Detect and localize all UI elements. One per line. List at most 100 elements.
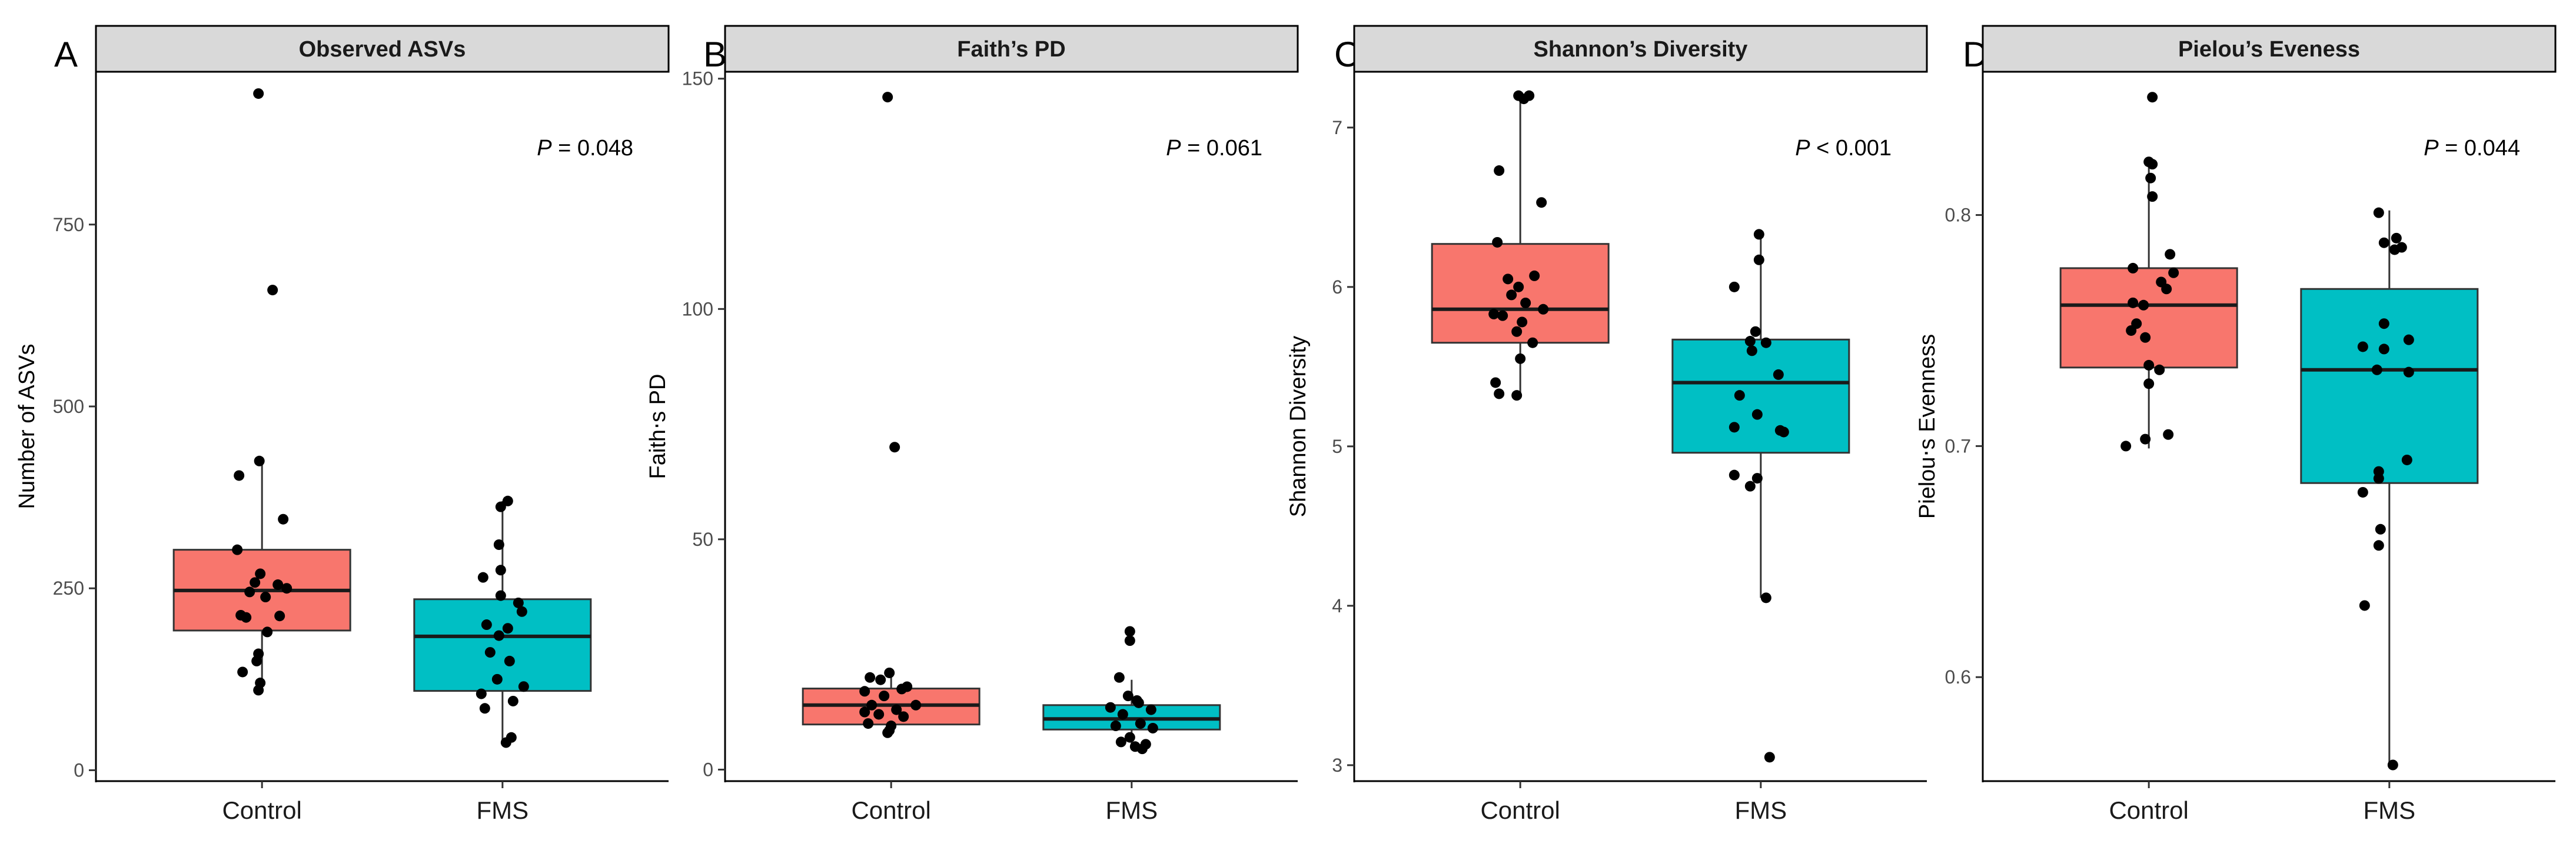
data-point [891, 704, 902, 715]
data-point [1117, 709, 1128, 720]
data-point [1122, 691, 1134, 702]
data-point [1115, 736, 1126, 748]
data-point [896, 683, 908, 695]
data-point [1760, 592, 1771, 603]
data-point [859, 706, 870, 718]
p-value-symbol: P [1795, 136, 1810, 161]
data-point [1773, 369, 1784, 380]
data-point [2387, 759, 2398, 771]
x-tick-label: Control [1480, 796, 1560, 824]
data-point [1751, 473, 1763, 484]
p-value-text: = 0.044 [2439, 136, 2520, 161]
data-point [281, 583, 292, 594]
data-point [255, 568, 266, 579]
data-point [253, 88, 264, 99]
data-point [513, 597, 524, 608]
data-point [278, 513, 289, 525]
data-point [262, 626, 273, 638]
data-point [1744, 336, 1756, 347]
data-point [1488, 308, 1500, 319]
data-point [251, 655, 262, 666]
data-point [1524, 90, 1535, 101]
data-point [2373, 473, 2384, 484]
data-point [481, 619, 492, 631]
data-point [1494, 388, 1505, 399]
data-point [1513, 281, 1524, 292]
data-point [1753, 229, 1764, 240]
data-point [2401, 454, 2412, 465]
data-point [1751, 409, 1763, 420]
p-value-text: = 0.061 [1181, 136, 1262, 161]
data-point [476, 688, 487, 699]
data-point [1750, 326, 1761, 337]
data-point [2143, 359, 2155, 371]
panel-strip [1982, 25, 2557, 73]
data-point [2403, 334, 2414, 345]
data-point [253, 685, 264, 696]
data-point [502, 495, 513, 506]
data-point [2163, 429, 2174, 440]
y-axis-title: Number of ASVs [15, 344, 39, 509]
data-point [1133, 697, 1144, 708]
data-point [2375, 523, 2386, 535]
data-point [502, 623, 513, 634]
p-value-text: < 0.001 [1810, 136, 1892, 161]
data-point [1538, 304, 1549, 315]
panel-a: A Observed ASVs 0 250 500 750 Number of ASVs Co… [15, 25, 670, 824]
data-point [495, 501, 506, 512]
y-tick-label: 0.6 [1945, 666, 1971, 688]
data-point [859, 686, 870, 697]
data-point [2359, 600, 2370, 611]
data-point [2154, 364, 2165, 375]
box-fms [2300, 288, 2479, 484]
data-point [1511, 390, 1523, 401]
data-point [2147, 191, 2158, 202]
data-point [898, 711, 909, 722]
p-value-symbol: P [537, 136, 552, 161]
data-point [1729, 469, 1740, 481]
data-point [879, 691, 890, 702]
y-tick-label: 500 [53, 396, 84, 417]
data-point [254, 455, 265, 466]
y-tick-label: 150 [682, 68, 713, 89]
data-point [2140, 433, 2151, 445]
data-point [1778, 426, 1789, 438]
data-point [234, 470, 245, 481]
data-point [244, 586, 255, 598]
p-value-text: = 0.048 [552, 136, 633, 161]
y-tick-label: 250 [53, 578, 84, 599]
p-value-symbol: P [2424, 136, 2439, 161]
data-point [2378, 318, 2389, 329]
y-tick-label: 6 [1332, 276, 1342, 298]
data-point [2168, 267, 2179, 278]
data-point [2147, 92, 2158, 103]
panel-title: Shannon’s Diversity [1534, 37, 1748, 62]
x-tick-label: Control [222, 796, 301, 824]
data-point [2391, 232, 2402, 244]
data-point [1490, 377, 1501, 388]
y-tick-label: 4 [1332, 595, 1342, 616]
y-tick-label: 0.7 [1945, 435, 1971, 456]
panel-title: Observed ASVs [299, 37, 466, 62]
data-point [1729, 281, 1740, 292]
data-point [1734, 390, 1745, 401]
data-point [2128, 297, 2139, 308]
data-point [484, 647, 496, 658]
data-point [495, 565, 506, 576]
data-point [267, 285, 278, 296]
data-point [910, 699, 922, 711]
data-point [232, 544, 243, 555]
data-point [1110, 721, 1121, 732]
data-point [479, 703, 490, 714]
data-point [1515, 353, 1526, 364]
data-point [1517, 316, 1528, 328]
x-tick-label: FMS [477, 796, 529, 824]
panel-title: Pielou’s Eveness [2178, 37, 2360, 62]
data-point [863, 718, 874, 729]
x-tick-label: FMS [1106, 796, 1158, 824]
data-point [1124, 626, 1135, 637]
data-point [1527, 337, 1538, 348]
x-tick-label: Control [2109, 796, 2188, 824]
data-point [882, 727, 893, 738]
